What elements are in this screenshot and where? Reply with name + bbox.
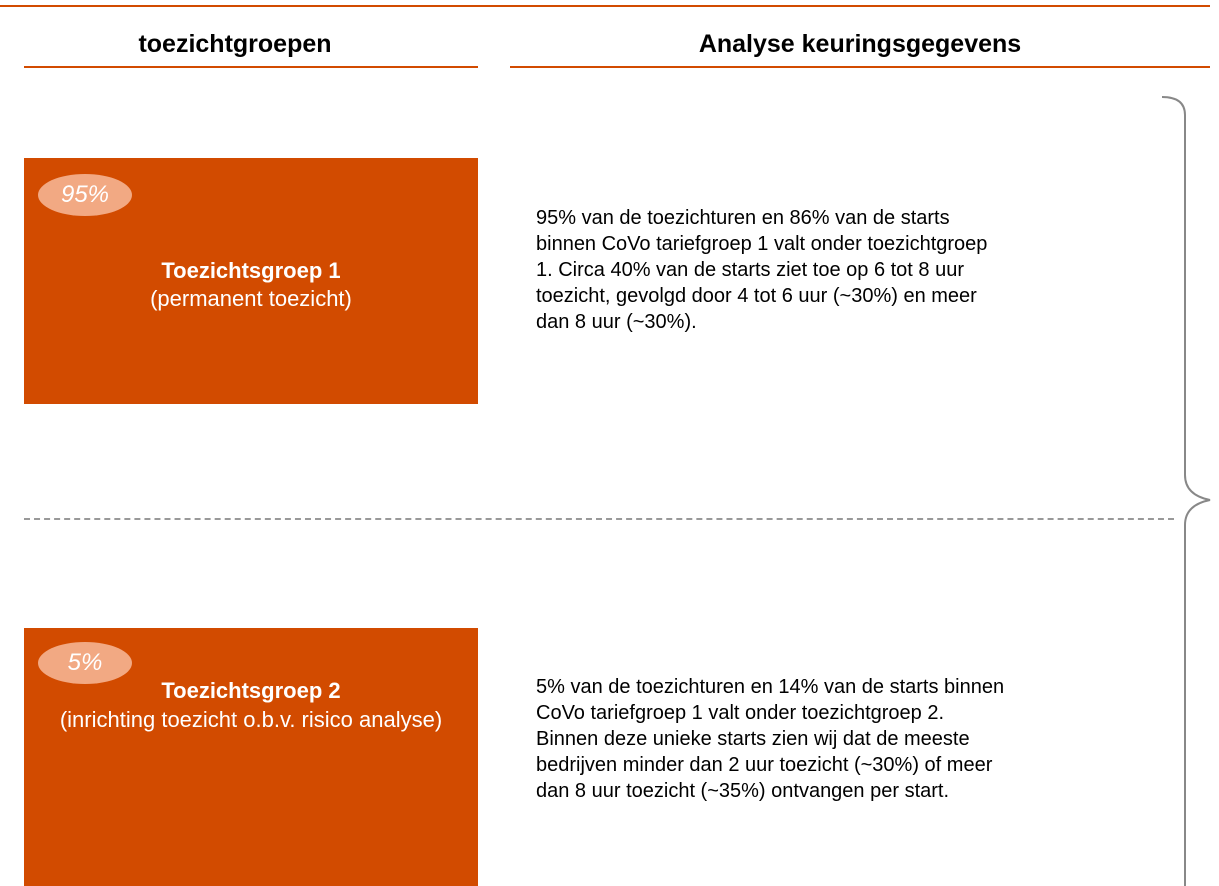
divider xyxy=(24,518,1174,520)
analysis-text: 95% van de toezichturen en 86% van de st… xyxy=(536,205,987,335)
text-line: 5% van de toezichturen en 14% van de sta… xyxy=(536,676,1005,698)
text-line: dan 8 uur toezicht (~35%) ontvangen per … xyxy=(536,780,950,802)
text-line: CoVo tariefgroep 1 valt onder toezichtgr… xyxy=(536,702,945,724)
badge: 95% xyxy=(38,174,132,216)
group-title: Toezichtsgroep 1 xyxy=(161,258,341,283)
text-line: bedrijven minder dan 2 uur toezicht (~30… xyxy=(536,754,993,776)
header-rule xyxy=(24,66,478,68)
text-line: dan 8 uur (~30%). xyxy=(536,311,697,333)
text-line: Binnen deze unieke starts zien wij dat d… xyxy=(536,728,970,750)
analysis-text: 5% van de toezichturen en 14% van de sta… xyxy=(536,674,1004,804)
top-rule xyxy=(0,5,1210,7)
text-line: binnen CoVo tariefgroep 1 valt onder toe… xyxy=(536,233,988,255)
text-line: 95% van de toezichturen en 86% van de st… xyxy=(536,207,950,229)
group-title: Toezichtsgroep 2 xyxy=(161,678,341,703)
header-rule xyxy=(510,66,1210,68)
header-left: toezichtgroepen xyxy=(138,30,332,58)
group-box: 95% Toezichtsgroep 1 (permanent toezicht… xyxy=(24,158,478,404)
text-line: toezicht, gevolgd door 4 tot 6 uur (~30%… xyxy=(536,285,977,307)
text-line: 1. Circa 40% van de starts ziet toe op 6… xyxy=(536,259,965,281)
group-box: 5% Toezichtsgroep 2 (inrichting toezicht… xyxy=(24,628,478,886)
badge: 5% xyxy=(38,642,132,684)
group-subtitle: (inrichting toezicht o.b.v. risico analy… xyxy=(59,707,443,732)
brace xyxy=(1161,96,1211,886)
group-subtitle: (permanent toezicht) xyxy=(150,286,352,311)
header-right: Analyse keuringsgegevens xyxy=(698,30,1022,58)
